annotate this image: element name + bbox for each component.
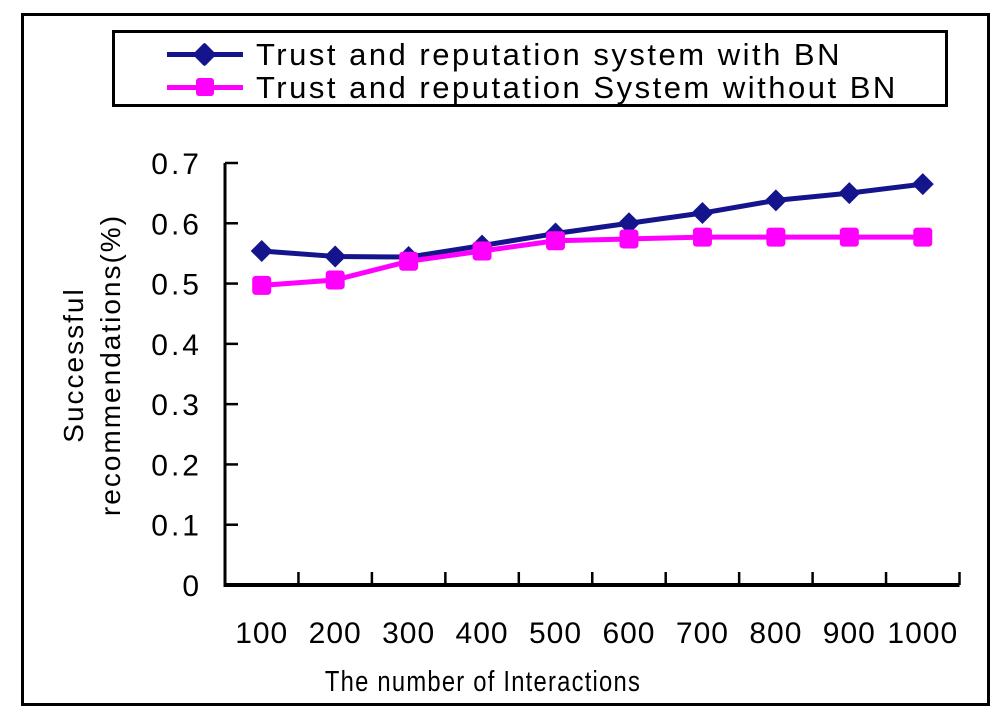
x-tick-label: 200 xyxy=(309,617,362,650)
diamond-marker-icon xyxy=(192,42,217,67)
legend-label: Trust and reputation system with BN xyxy=(256,36,842,72)
data-point-diamond xyxy=(764,189,787,212)
data-point-square xyxy=(252,275,272,295)
data-point-square xyxy=(472,241,492,261)
y-tick-label: 0.5 xyxy=(151,269,202,302)
data-point-square xyxy=(839,227,859,247)
x-tick-label: 500 xyxy=(529,617,582,650)
x-tick-label: 600 xyxy=(602,617,655,650)
series-line-1 xyxy=(261,234,923,288)
y-tick-label: 0.3 xyxy=(151,389,202,422)
legend-item-without-bn: Trust and reputation System without BN xyxy=(167,69,945,105)
data-point-square xyxy=(913,227,933,247)
data-point-diamond xyxy=(617,212,640,235)
data-point-square xyxy=(399,251,419,271)
y-tick-label: 0.6 xyxy=(151,208,202,241)
legend-marker xyxy=(167,75,243,100)
x-tick-label: 100 xyxy=(235,617,288,650)
chart-border xyxy=(21,13,990,706)
data-point-square xyxy=(546,231,566,251)
y-axis-title: Successful recommendations(%) xyxy=(55,200,131,530)
y-tick-label: 0.1 xyxy=(151,510,202,543)
x-tick-label: 900 xyxy=(823,617,876,650)
data-point-diamond xyxy=(911,173,934,196)
legend-marker xyxy=(167,42,243,67)
square-marker-icon xyxy=(196,78,214,96)
x-tick-label: 1000 xyxy=(887,617,958,650)
data-point-square xyxy=(325,270,345,290)
x-tick-label: 800 xyxy=(749,617,802,650)
y-axis-title-line2: recommendations(%) xyxy=(95,213,126,517)
y-axis-title-line1: Successful xyxy=(58,287,89,443)
data-point-diamond xyxy=(691,202,714,225)
x-tick-label: 400 xyxy=(456,617,509,650)
legend: Trust and reputation system with BN Trus… xyxy=(112,30,948,107)
x-tick-label: 300 xyxy=(382,617,435,650)
x-tick-label: 700 xyxy=(676,617,729,650)
data-point-square xyxy=(619,229,639,249)
data-point-square xyxy=(766,227,786,247)
data-point-diamond xyxy=(250,240,273,263)
y-tick-label: 0.7 xyxy=(151,148,202,181)
data-point-diamond xyxy=(838,182,861,205)
data-point-square xyxy=(692,227,712,247)
legend-item-with-bn: Trust and reputation system with BN xyxy=(167,36,945,72)
y-tick-label: 0.4 xyxy=(151,329,202,362)
series-line-0 xyxy=(261,181,924,260)
y-tick-label: 0.2 xyxy=(151,449,202,482)
x-axis-title: The number of Interactions xyxy=(324,666,642,698)
data-point-diamond xyxy=(324,245,347,268)
y-tick-label: 0 xyxy=(182,570,202,603)
legend-label: Trust and reputation System without BN xyxy=(256,69,898,105)
